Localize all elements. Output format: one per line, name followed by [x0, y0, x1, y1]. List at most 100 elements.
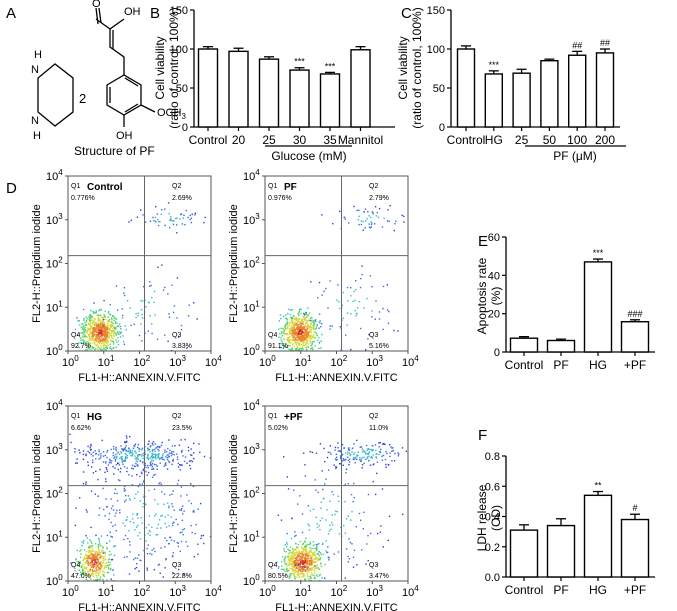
bar-pf: [620, 518, 650, 578]
significance-mark: ***: [593, 248, 604, 258]
bar-pf: [546, 524, 576, 578]
piperazine-ring: [37, 63, 74, 127]
quadrant-value-q2: 11.0%: [369, 425, 388, 432]
bar-control: [197, 48, 219, 128]
x-tick-label: 100: [259, 584, 276, 599]
y-tick-label: 102: [243, 256, 260, 271]
quadrant-name-q2: Q2: [369, 183, 378, 190]
significance-mark: ***: [489, 60, 500, 70]
x-tick-label: 20: [232, 133, 246, 147]
atom-oh-bottom: OH: [116, 130, 133, 142]
x-tick-label: 103: [169, 354, 186, 369]
quadrant-value-q2: 2.69%: [172, 195, 192, 202]
y-axis-label: Apoptosis rate: [475, 257, 489, 334]
y-tick-label: 100: [46, 573, 63, 588]
y-tick-label: 150: [170, 5, 188, 17]
y-axis-label: FL2-H::Propidium iodide: [31, 434, 43, 553]
x-tick-label: PF: [553, 358, 568, 372]
y-tick-label: 100: [427, 44, 445, 56]
panel-letter-e: E: [478, 233, 488, 250]
structure-caption: Structure of PF: [74, 144, 155, 158]
structure-labels: O OH H N N H 2 OCH3 OH Structure of PF: [31, 0, 186, 158]
y-tick-label: 100: [243, 343, 260, 358]
significance-mark: #: [632, 503, 637, 513]
x-tick-label: 101: [295, 354, 312, 369]
quadrant-name-q4: Q4: [71, 332, 80, 339]
y-tick-label: 50: [176, 83, 188, 95]
x-axis-label: FL1-H::ANNEXIN.V.FITC: [78, 602, 201, 611]
panel-letter-d: D: [6, 180, 17, 197]
x-tick-label: 200: [595, 133, 615, 147]
quadrant-name-q3: Q3: [369, 332, 378, 339]
y-axis-label-units: (%): [489, 287, 503, 306]
quadrant-name-q1: Q1: [268, 183, 277, 190]
x-axis-label: FL1-H::ANNEXIN.V.FITC: [275, 372, 398, 384]
quadrant-name-q2: Q2: [172, 413, 181, 420]
bar-chart-c: 0 50 100 150 Cell viability (ratio of control…: [396, 5, 626, 163]
x-tick-label: PF: [553, 583, 568, 597]
quadrant-value-q3: 22.8%: [172, 573, 192, 580]
flow-cytometry-plots: ControlQ10.776%Q22.69%Q492.7%Q33.83%1001…: [31, 168, 419, 611]
quadrant-value-q1: 0.776%: [71, 195, 95, 202]
panel-letter-f: F: [478, 427, 487, 444]
quadrant-name-q3: Q3: [172, 332, 181, 339]
panel-letter-a: A: [6, 5, 16, 22]
bar-30: [289, 69, 310, 128]
multiplier: 2: [79, 91, 86, 106]
y-tick-label: 50: [433, 83, 445, 95]
x-tick-label: 103: [366, 584, 383, 599]
y-tick-label: 102: [243, 486, 260, 501]
bar-chart-f: 0.0 0.2 0.4 0.6 0.8 LDH release (OD) Control PF *…: [475, 451, 655, 597]
atom-och3: OCH3: [157, 107, 186, 121]
y-axis-label-units: (ratio of control, 100%): [410, 7, 424, 128]
bar-pf: [546, 339, 576, 353]
x-tick-label: 101: [295, 584, 312, 599]
y-axis-label: FL2-H::Propidium iodide: [228, 434, 240, 553]
x-tick-label: +PF: [624, 358, 646, 372]
significance-mark: ##: [600, 38, 610, 48]
x-tick-label: 104: [205, 354, 222, 369]
x-tick-label: 103: [366, 354, 383, 369]
y-tick-label: 100: [170, 44, 188, 56]
quadrant-value-q2: 2.79%: [369, 195, 389, 202]
x-tick-label: 104: [402, 584, 419, 599]
quadrant-value-q4: 47.0%: [71, 573, 91, 580]
y-axis-label-units: (OD): [489, 505, 503, 531]
y-tick-label: 101: [243, 529, 260, 544]
quadrant-name-q2: Q2: [369, 413, 378, 420]
y-tick-label: 103: [46, 212, 63, 227]
panel-letter-c: C: [401, 5, 412, 22]
quadrant-value-q3: 3.47%: [369, 573, 389, 580]
x-tick-label: 100: [259, 354, 276, 369]
quadrant-name-q1: Q1: [71, 413, 80, 420]
x-axis-label: FL1-H::ANNEXIN.V.FITC: [275, 602, 398, 611]
y-tick-label: 101: [243, 299, 260, 314]
bar-control: [509, 529, 539, 578]
quadrant-value-q4: 91.1%: [268, 343, 288, 350]
y-axis-label-units: (ratio of control, 100%): [167, 7, 181, 128]
significance-mark: ##: [572, 40, 582, 50]
bar-hg: [583, 261, 613, 353]
quadrant-value-q4: 92.7%: [71, 343, 91, 350]
bar-hg: [484, 73, 503, 128]
x-tick-label: Mannitol: [338, 133, 383, 147]
plot-frame: [264, 405, 409, 582]
x-tick-label: 102: [134, 354, 151, 369]
bar-hg: [583, 494, 613, 578]
y-tick-label: 104: [243, 168, 260, 183]
y-tick-label: 101: [46, 529, 63, 544]
x-tick-label: 100: [62, 354, 79, 369]
y-tick-label: 0: [182, 122, 188, 134]
x-tick-label: Control: [505, 583, 544, 597]
quadrant-name-q3: Q3: [172, 562, 181, 569]
side-chain: [109, 18, 125, 75]
quadrant-name-q1: Q1: [268, 413, 277, 420]
panel-letter-b: B: [150, 5, 160, 22]
quadrant-value-q3: 3.83%: [172, 343, 192, 350]
y-tick-label: 104: [46, 398, 63, 413]
plot-title: +PF: [284, 412, 303, 423]
x-tick-label: 30: [293, 133, 307, 147]
quadrant-value-q1: 5.02%: [268, 425, 288, 432]
group-label: Glucose (mM): [271, 149, 346, 163]
